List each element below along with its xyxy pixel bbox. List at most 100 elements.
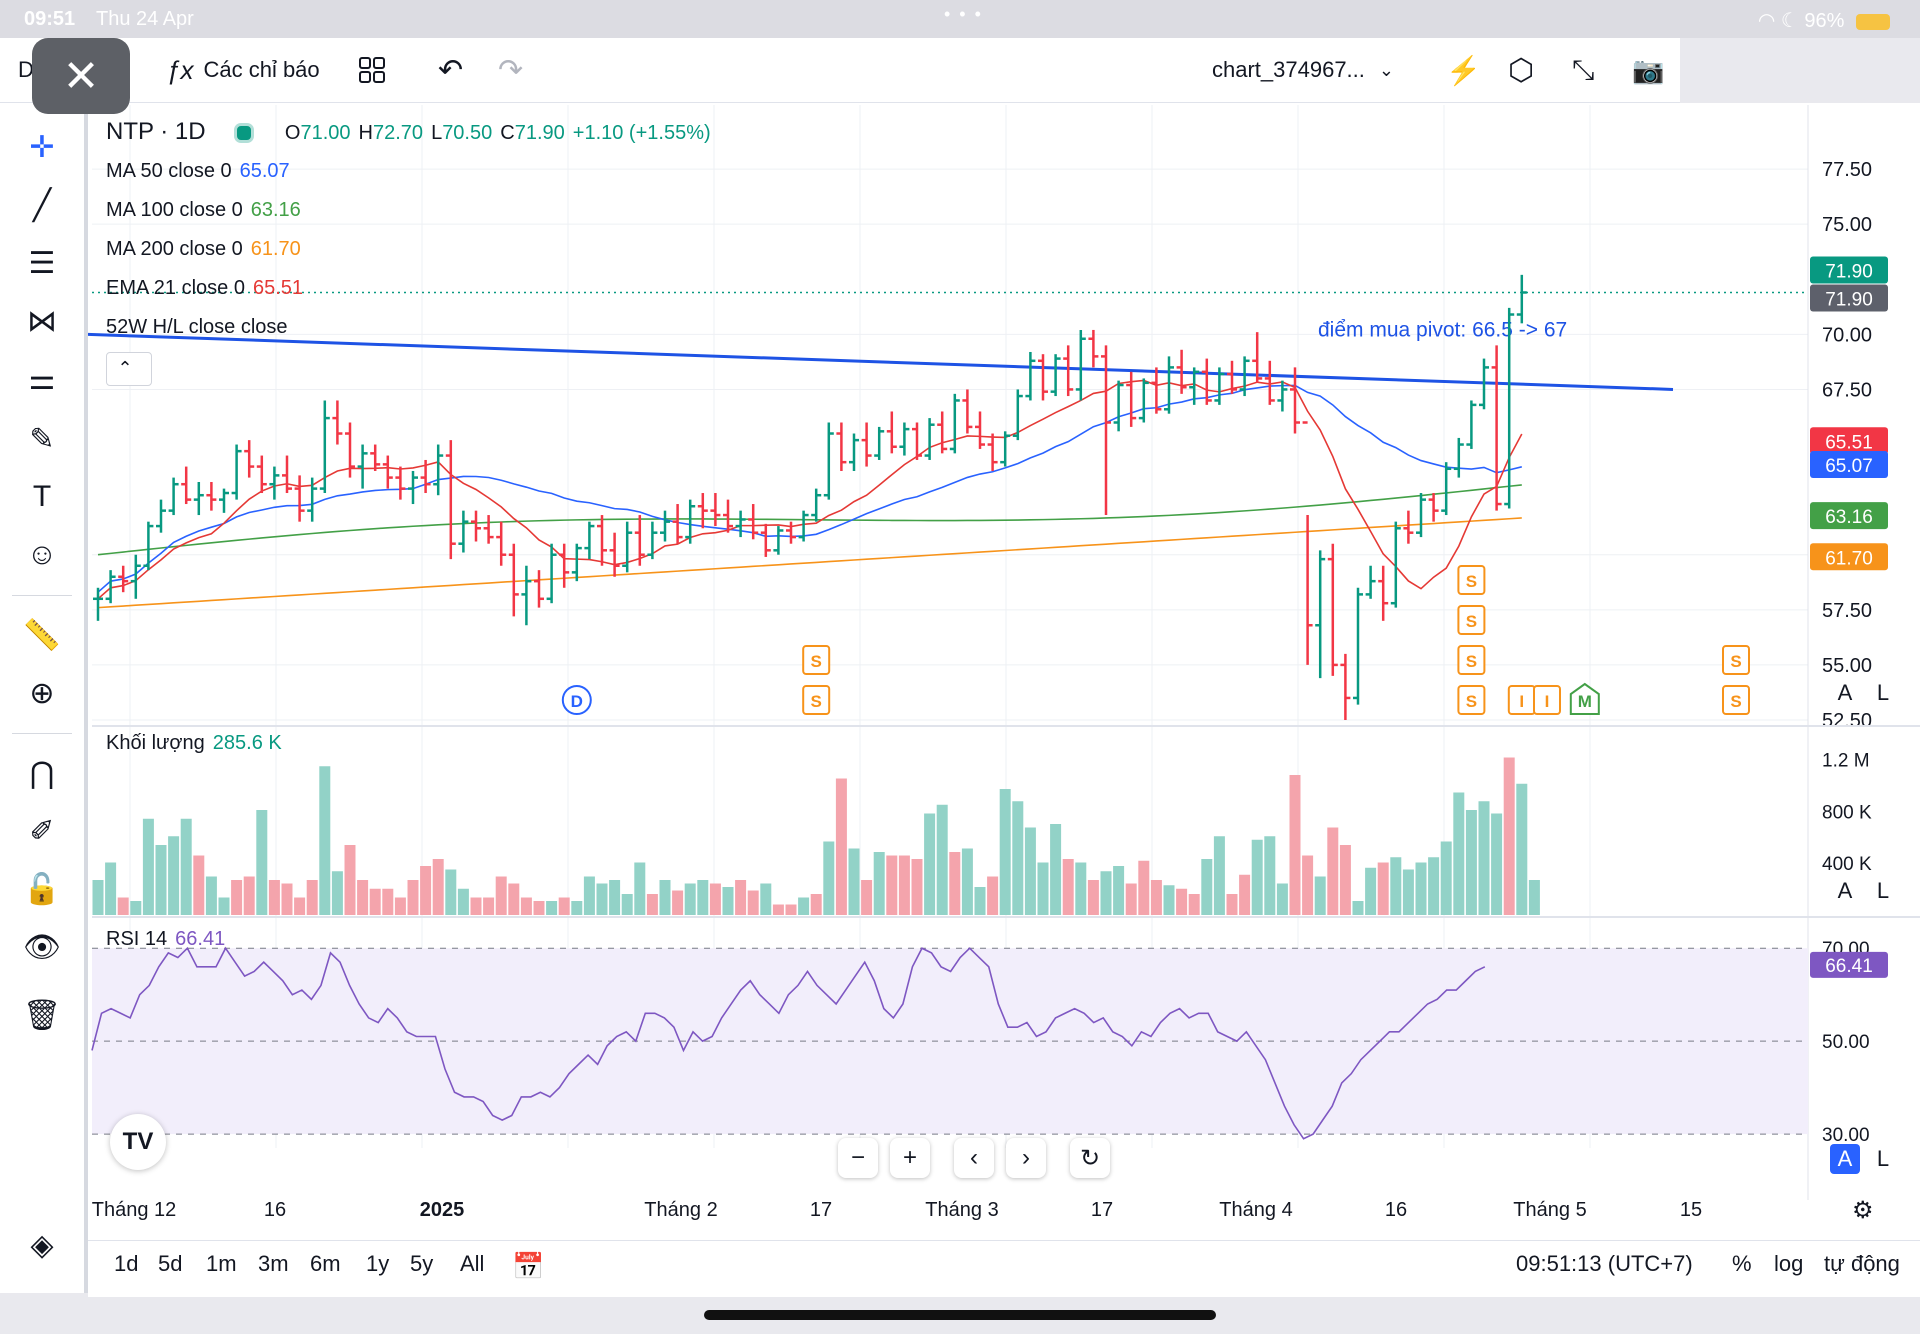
chart-settings-gear-icon[interactable]: ⚙	[1852, 1197, 1874, 1224]
candle	[786, 521, 796, 544]
magnet-icon[interactable]: ⋂	[29, 756, 55, 790]
fib-tool-icon[interactable]: ☰	[28, 246, 56, 280]
candle	[1290, 367, 1300, 434]
indicators-label: Các chỉ báo	[203, 57, 320, 82]
range-6m[interactable]: 6m	[310, 1251, 341, 1276]
crosshair-icon[interactable]: ✛	[29, 130, 55, 164]
redo-icon[interactable]: ↷	[498, 53, 524, 87]
chart-area[interactable]: 77.5075.0070.0067.5060.0057.5055.0052.50…	[88, 103, 1920, 1293]
volume-bar	[1302, 855, 1314, 915]
top-toolbar: D ƒx Các chỉ báo ↶ ↷ chart_374967... ⌄ ⚡…	[0, 38, 1680, 103]
ema21-legend[interactable]: EMA 21 close 0 65.51	[106, 277, 311, 300]
scroll-left-button[interactable]: ‹	[954, 1138, 994, 1178]
candle	[836, 422, 847, 471]
volume-bar	[1125, 883, 1137, 915]
projection-tool-icon[interactable]: ⚌	[28, 362, 56, 396]
ma200-legend[interactable]: MA 200 close 0 61.70	[106, 238, 309, 261]
time-axis-label: 15	[1680, 1199, 1702, 1221]
event-marker-label: M	[1578, 692, 1592, 711]
visibility-icon[interactable]: 👁	[22, 930, 62, 964]
volume-auto-scale-button[interactable]: A	[1830, 876, 1860, 906]
fullscreen-icon[interactable]: ⤡	[1572, 53, 1595, 85]
layout-name-dropdown[interactable]: chart_374967... ⌄	[1212, 50, 1394, 90]
calendar-goto-icon[interactable]: 📅	[512, 1251, 545, 1281]
range-1y[interactable]: 1y	[366, 1251, 390, 1276]
candle	[1126, 371, 1137, 427]
multitask-dots[interactable]: • • •	[944, 4, 983, 24]
volume-bar	[1138, 860, 1150, 915]
zoom-out-button[interactable]: −	[838, 1138, 878, 1178]
chevron-left-icon: ‹	[970, 1144, 978, 1171]
candle	[723, 499, 733, 533]
layers-icon[interactable]: ◈	[30, 1228, 54, 1262]
volume-bar	[168, 836, 180, 915]
volume-bar	[684, 883, 696, 915]
layout-name: chart_374967...	[1212, 57, 1365, 82]
range-5y[interactable]: 5y	[410, 1251, 434, 1276]
auto-scale-button[interactable]: A	[1830, 678, 1860, 708]
volume-bar	[772, 904, 784, 915]
pattern-tool-icon[interactable]: ⋈	[27, 304, 57, 338]
text-tool-icon[interactable]: T	[32, 480, 52, 513]
chart-svg[interactable]: 77.5075.0070.0067.5060.0057.5055.0052.50…	[88, 103, 1920, 1240]
indicators-button[interactable]: ƒx Các chỉ báo	[166, 50, 320, 90]
symbol-title[interactable]: NTP · 1D	[106, 118, 206, 145]
candle	[634, 515, 645, 566]
zoom-in-icon[interactable]: ⊕	[29, 676, 55, 710]
range-all[interactable]: All	[460, 1251, 485, 1276]
clock-timezone[interactable]: 09:51:13 (UTC+7)	[1516, 1251, 1693, 1276]
unlock-icon[interactable]: 🔓	[23, 872, 61, 906]
range-3m[interactable]: 3m	[258, 1251, 289, 1276]
symbol-button[interactable]: D	[18, 50, 34, 90]
ma100-legend[interactable]: MA 100 close 0 63.16	[106, 199, 309, 222]
candle	[584, 521, 595, 560]
volume-legend[interactable]: Khối lượng 285.6 K	[106, 732, 290, 755]
log-scale-button[interactable]: L	[1868, 678, 1898, 708]
ruler-icon[interactable]: 📏	[23, 618, 61, 652]
range-1d[interactable]: 1d	[114, 1251, 139, 1276]
scroll-right-button[interactable]: ›	[1006, 1138, 1046, 1178]
candle	[1466, 400, 1477, 449]
volume-bar	[180, 818, 192, 915]
trash-icon[interactable]: 🗑	[22, 998, 62, 1032]
zoom-in-button[interactable]: +	[890, 1138, 930, 1178]
range-1m[interactable]: 1m	[206, 1251, 237, 1276]
candle	[1088, 329, 1099, 368]
auto-scale-label: A	[1837, 878, 1853, 903]
candle	[1239, 356, 1250, 397]
emoji-tool-icon[interactable]: ☺	[26, 538, 58, 571]
candle	[345, 422, 355, 478]
rsi-legend[interactable]: RSI 14 66.41	[106, 928, 233, 951]
function-icon: ƒx	[166, 54, 194, 85]
log-toggle[interactable]: log	[1774, 1251, 1804, 1276]
rsi-log-scale-button[interactable]: L	[1868, 1144, 1898, 1174]
candle	[269, 466, 280, 500]
hl52-legend[interactable]: 52W H/L close close	[106, 316, 296, 339]
settings-icon[interactable]: ⬡	[1508, 53, 1535, 87]
tradingview-logo[interactable]: TV	[110, 1114, 166, 1170]
candle	[408, 470, 418, 505]
reset-chart-button[interactable]: ↻	[1070, 1138, 1110, 1178]
volume-bar	[1163, 885, 1175, 915]
ma200-label: MA 200 close 0	[106, 238, 243, 260]
time-axis-label: 2025	[420, 1199, 465, 1221]
quick-search-icon[interactable]: ⚡	[1446, 54, 1481, 86]
rsi-auto-scale-button[interactable]: A	[1830, 1144, 1860, 1174]
volume-bar	[835, 778, 847, 915]
low-value: 70.50	[442, 122, 493, 144]
layout-grid-icon[interactable]	[358, 50, 386, 90]
brush-tool-icon[interactable]: ✎	[29, 422, 55, 456]
close-button[interactable]: ✕	[32, 38, 130, 114]
range-5d[interactable]: 5d	[158, 1251, 183, 1276]
collapse-legend-button[interactable]: ⌃	[106, 352, 152, 386]
volume-bar	[457, 888, 469, 915]
percent-toggle[interactable]: %	[1732, 1251, 1752, 1276]
volume-bar	[1276, 883, 1288, 915]
lock-drawing-icon[interactable]: ✐	[29, 814, 55, 848]
trendline-tool-icon[interactable]: ╱	[32, 188, 52, 222]
camera-icon[interactable]: 📷	[1632, 54, 1665, 85]
undo-icon[interactable]: ↶	[438, 53, 464, 87]
volume-log-scale-button[interactable]: L	[1868, 876, 1898, 906]
ma50-legend[interactable]: MA 50 close 0 65.07	[106, 160, 298, 183]
auto-toggle[interactable]: tự động	[1824, 1251, 1900, 1276]
